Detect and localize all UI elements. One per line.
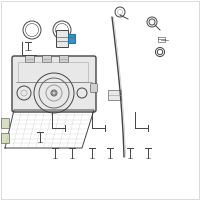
- FancyBboxPatch shape: [91, 84, 97, 92]
- Circle shape: [52, 91, 56, 95]
- FancyBboxPatch shape: [12, 56, 96, 112]
- FancyBboxPatch shape: [42, 55, 52, 62]
- FancyBboxPatch shape: [60, 55, 68, 62]
- FancyBboxPatch shape: [57, 30, 68, 47]
- FancyBboxPatch shape: [26, 55, 35, 62]
- FancyBboxPatch shape: [2, 134, 10, 144]
- FancyBboxPatch shape: [2, 118, 10, 129]
- FancyBboxPatch shape: [108, 90, 121, 100]
- FancyBboxPatch shape: [68, 34, 76, 44]
- Polygon shape: [5, 110, 94, 148]
- FancyBboxPatch shape: [18, 62, 88, 82]
